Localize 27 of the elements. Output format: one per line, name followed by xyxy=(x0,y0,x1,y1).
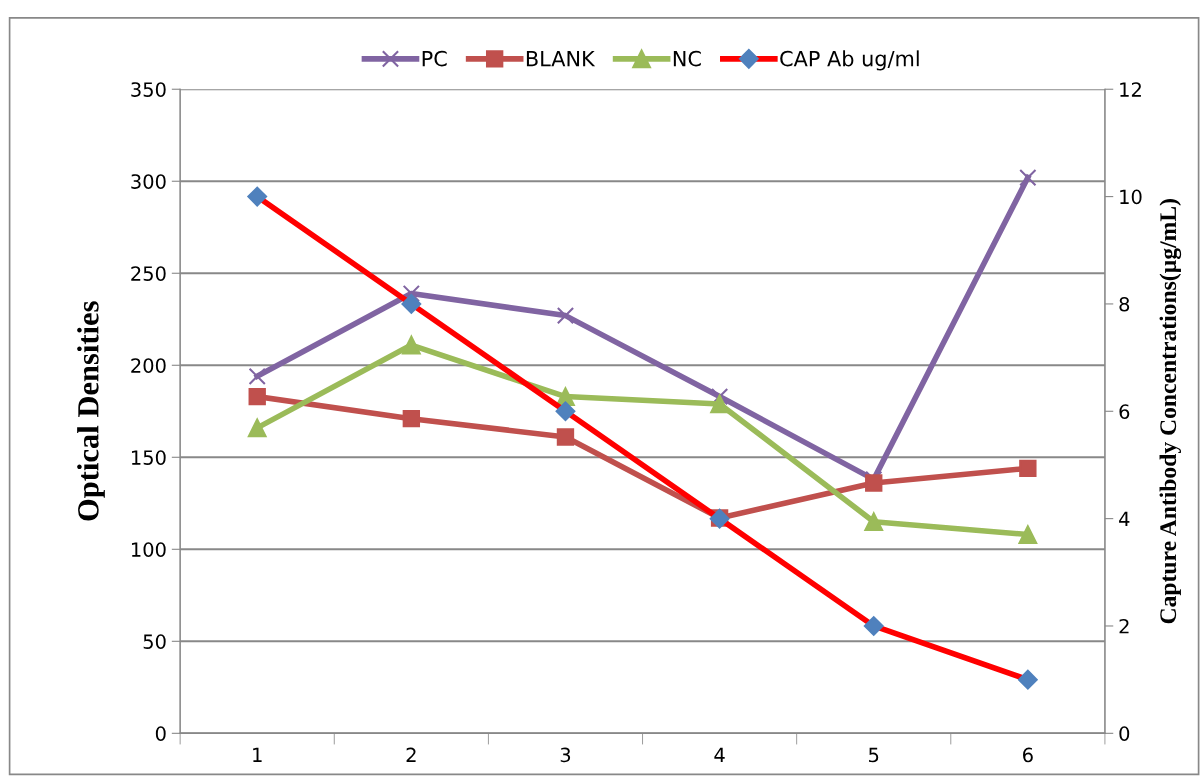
x-tick-label: 6 xyxy=(1023,747,1033,763)
y-axis-title: Optical Densities xyxy=(77,301,105,521)
x-tick-label: 4 xyxy=(714,747,725,762)
y2-tick-label: 0 xyxy=(1119,726,1130,741)
y2-tick-label: 10 xyxy=(1120,189,1142,205)
y2-tick-label: 6 xyxy=(1119,404,1130,419)
y2-tick-label: 4 xyxy=(1119,511,1130,527)
y-tick-label: 250 xyxy=(131,266,166,281)
y2-tick-label: 12 xyxy=(1120,82,1141,97)
legend-label: BLANK xyxy=(526,50,596,67)
y-tick-label: 350 xyxy=(131,82,166,97)
y2-tick-label: 8 xyxy=(1119,296,1130,312)
legend-label: PC xyxy=(422,50,447,67)
y-tick-label: 50 xyxy=(143,634,166,649)
x-tick-label: 2 xyxy=(406,747,416,762)
legend-label: CAP Ab ug/ml xyxy=(780,50,919,71)
y-tick-label: 0 xyxy=(155,726,166,741)
y2-axis-title: Capture Antibody Concentrations(µg/mL) xyxy=(1159,199,1182,624)
x-tick-label: 3 xyxy=(560,747,571,763)
legend-label: NC xyxy=(673,50,701,67)
y-tick-label: 200 xyxy=(131,358,166,373)
y2-tick-label: 2 xyxy=(1119,618,1129,634)
y-tick-label: 150 xyxy=(131,450,166,465)
y-tick-label: 300 xyxy=(131,174,166,189)
y-tick-label: 100 xyxy=(131,542,166,557)
x-tick-label: 5 xyxy=(869,747,879,763)
x-tick-label: 1 xyxy=(253,747,262,762)
